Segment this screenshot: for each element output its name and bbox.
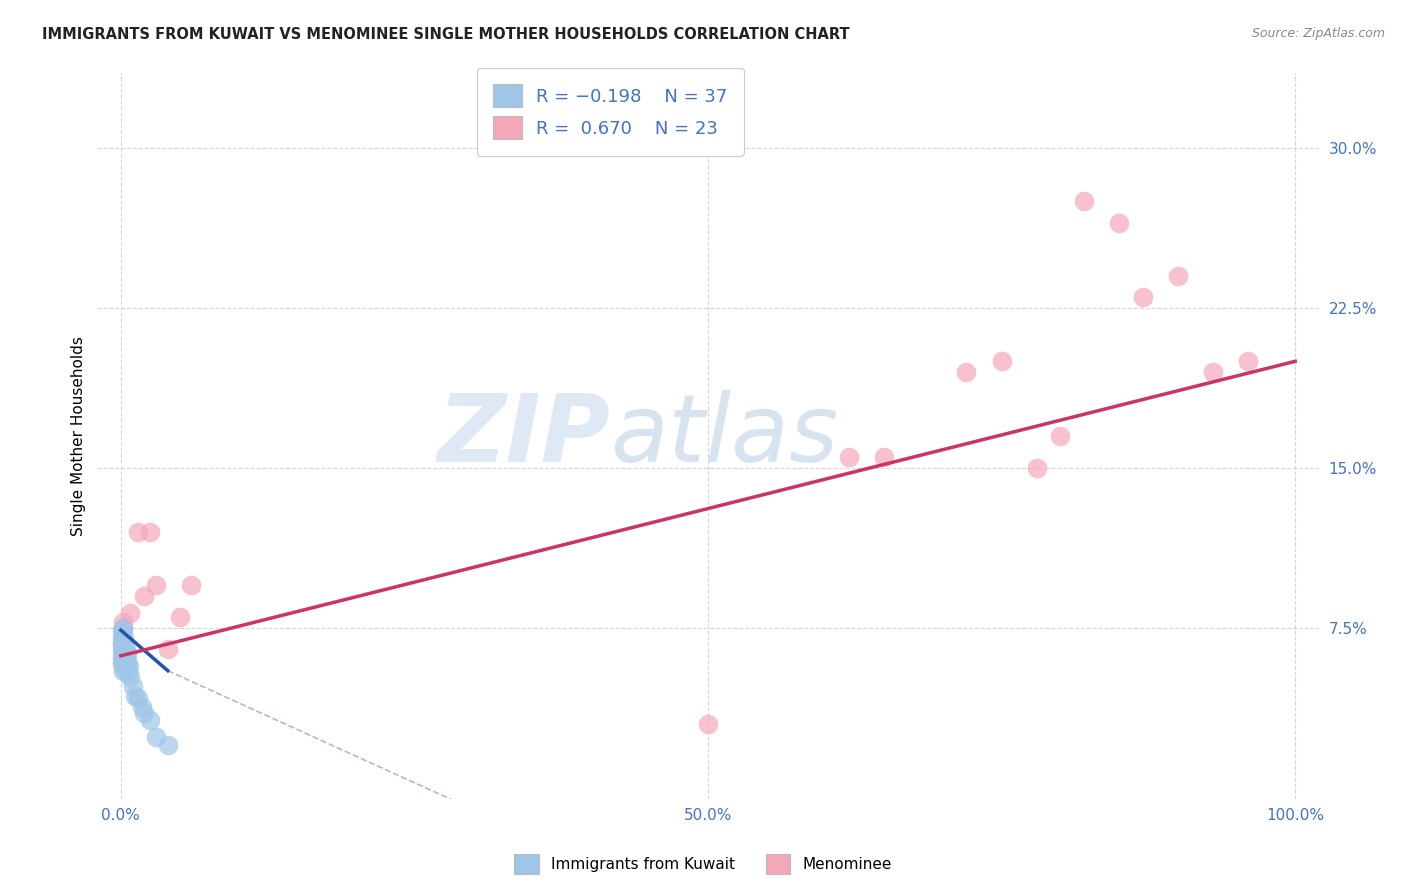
Legend: R = −0.198    N = 37, R =  0.670    N = 23: R = −0.198 N = 37, R = 0.670 N = 23 xyxy=(477,68,744,156)
Point xyxy=(990,354,1012,368)
Point xyxy=(134,589,156,603)
Point xyxy=(873,450,896,465)
Point xyxy=(112,647,135,661)
Point xyxy=(1237,354,1260,368)
Point xyxy=(111,642,134,657)
Point xyxy=(114,657,136,672)
Point xyxy=(127,691,149,706)
Point xyxy=(112,621,135,635)
Point xyxy=(112,632,135,646)
Point xyxy=(156,739,179,753)
Point xyxy=(120,670,142,684)
Point xyxy=(114,648,136,663)
Point xyxy=(111,623,134,637)
Point xyxy=(1049,429,1071,443)
Point xyxy=(838,450,860,465)
Point xyxy=(111,636,134,650)
Point xyxy=(1025,461,1047,475)
Point xyxy=(118,659,141,673)
Point xyxy=(115,647,138,661)
Point xyxy=(112,651,135,665)
Point xyxy=(112,638,135,652)
Point xyxy=(111,657,134,672)
Point xyxy=(134,706,156,721)
Point xyxy=(156,642,179,657)
Point xyxy=(1108,216,1130,230)
Point xyxy=(121,679,143,693)
Point xyxy=(169,610,191,624)
Point xyxy=(955,365,977,379)
Point xyxy=(124,690,146,704)
Legend: Immigrants from Kuwait, Menominee: Immigrants from Kuwait, Menominee xyxy=(508,848,898,880)
Point xyxy=(111,630,134,644)
Text: Source: ZipAtlas.com: Source: ZipAtlas.com xyxy=(1251,27,1385,40)
Point xyxy=(139,713,162,727)
Point xyxy=(114,642,136,657)
Point xyxy=(117,664,139,678)
Text: ZIP: ZIP xyxy=(437,390,610,482)
Text: atlas: atlas xyxy=(610,391,838,482)
Point xyxy=(112,627,135,641)
Point xyxy=(112,664,135,678)
Y-axis label: Single Mother Households: Single Mother Households xyxy=(72,336,86,536)
Point xyxy=(697,717,720,731)
Point xyxy=(112,633,135,648)
Point xyxy=(1132,290,1154,304)
Point xyxy=(111,638,134,652)
Point xyxy=(112,653,135,667)
Point xyxy=(145,730,167,744)
Point xyxy=(111,653,134,667)
Point xyxy=(139,524,162,539)
Point xyxy=(112,640,135,655)
Point xyxy=(112,621,135,635)
Point xyxy=(127,524,149,539)
Text: IMMIGRANTS FROM KUWAIT VS MENOMINEE SINGLE MOTHER HOUSEHOLDS CORRELATION CHART: IMMIGRANTS FROM KUWAIT VS MENOMINEE SING… xyxy=(42,27,849,42)
Point xyxy=(180,578,202,592)
Point xyxy=(115,655,138,669)
Point xyxy=(111,648,134,663)
Point xyxy=(131,700,153,714)
Point xyxy=(145,578,167,592)
Point xyxy=(1202,365,1225,379)
Point xyxy=(112,644,135,658)
Point xyxy=(1073,194,1095,209)
Point xyxy=(112,662,135,676)
Point xyxy=(112,655,135,669)
Point xyxy=(1167,268,1189,283)
Point xyxy=(112,615,135,629)
Point xyxy=(120,606,142,620)
